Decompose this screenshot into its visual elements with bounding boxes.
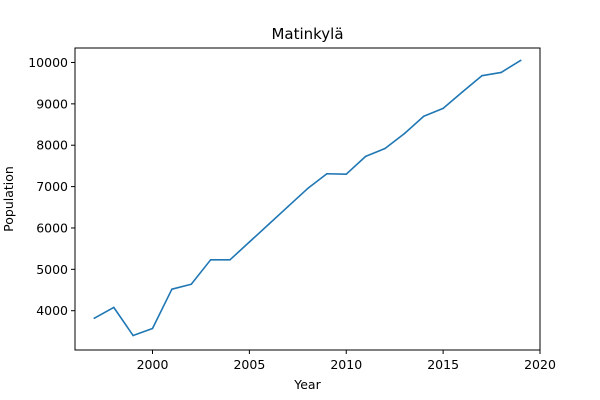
data-point: [209, 259, 212, 261]
data-point: [171, 288, 173, 290]
x-tick-label: 2020: [524, 357, 556, 372]
data-point: [112, 306, 115, 309]
data-point: [345, 173, 348, 175]
data-point: [326, 172, 328, 175]
data-point: [306, 187, 309, 190]
y-axis: 4000 5000 6000 7000 8000 9000 10000: [28, 55, 75, 318]
x-tick-label: 2010: [330, 357, 362, 372]
data-point: [384, 147, 386, 150]
data-point: [267, 223, 270, 226]
y-tick-label: 9000: [36, 96, 68, 111]
x-axis-label: Year: [293, 377, 321, 392]
data-point: [519, 59, 522, 62]
x-tick-label: 2005: [233, 357, 265, 372]
chart-title: Matinkylä: [271, 25, 343, 43]
y-tick-label: 7000: [36, 179, 68, 194]
x-tick-label: 2015: [427, 357, 459, 372]
y-tick-label: 6000: [36, 220, 68, 235]
y-tick-label: 5000: [36, 262, 68, 277]
x-axis: 2000 2005 2010 2015 2020: [137, 350, 556, 372]
data-point: [151, 327, 154, 330]
x-tick-label: 2000: [137, 357, 169, 372]
data-point: [248, 241, 251, 243]
data-point: [442, 107, 444, 110]
data-point: [500, 71, 503, 74]
y-tick-label: 8000: [36, 138, 68, 153]
data-point: [422, 115, 425, 118]
data-point: [364, 155, 367, 158]
population-series-line: [93, 59, 522, 337]
data-point: [190, 283, 193, 286]
data-point: [287, 205, 289, 208]
data-point: [93, 317, 96, 319]
data-point: [403, 132, 406, 135]
plot-area: [93, 59, 522, 337]
data-point: [481, 74, 483, 77]
y-axis-label: Population: [1, 166, 16, 232]
data-point: [461, 91, 464, 93]
data-point: [229, 259, 231, 261]
data-point: [132, 334, 134, 337]
y-tick-label: 4000: [36, 303, 68, 318]
plot-frame: [74, 47, 541, 351]
y-tick-label: 10000: [28, 55, 68, 70]
